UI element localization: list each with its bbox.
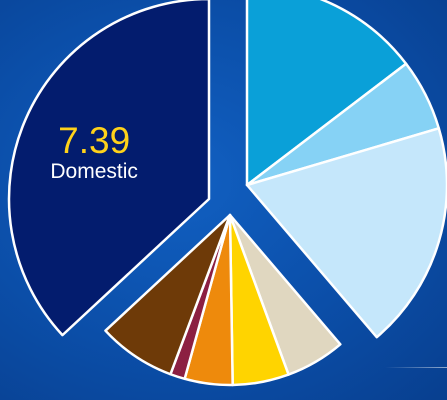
pie-slice-domestic <box>7 0 211 337</box>
pie-slices <box>7 0 447 387</box>
pie-slice-9 <box>104 213 232 376</box>
decorative-divider-line <box>385 367 447 368</box>
pie-slice-2 <box>245 0 408 187</box>
slice-name-label: Domestic <box>50 160 138 183</box>
pie-slice-4 <box>245 127 447 339</box>
slice-value-label: 7.39 <box>58 120 130 161</box>
